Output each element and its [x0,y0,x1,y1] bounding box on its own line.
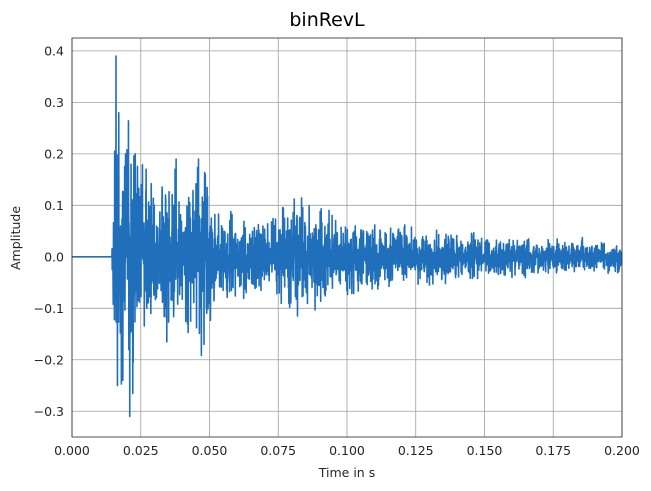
y-axis-ticks: −0.3 −0.2 −0.1 0.0 0.1 0.2 0.3 0.4 [34,43,64,418]
series-layer [72,55,622,418]
y-tick-label: 0.0 [44,249,64,264]
y-tick-label: −0.2 [34,352,64,367]
x-axis-label: Time in s [318,465,375,480]
plot-frame [71,37,623,438]
x-tick-label: 0.025 [123,443,159,458]
y-tick-label: −0.1 [34,301,64,316]
x-axis-ticks: 0.000 0.025 0.050 0.075 0.100 0.125 0.150 0.175… [54,443,640,458]
x-tick-label: 0.175 [535,443,571,458]
x-tick-label: 0.150 [467,443,503,458]
y-tick-label: −0.3 [34,404,64,419]
x-tick-label: 0.075 [260,443,296,458]
y-axis-label: Amplitude [8,206,23,270]
x-tick-label: 0.000 [54,443,90,458]
chart-title: binRevL [289,9,365,31]
y-tick-label: 0.1 [44,198,64,213]
x-tick-label: 0.050 [192,443,228,458]
x-tick-label: 0.100 [329,443,365,458]
x-tick-label: 0.200 [604,443,640,458]
series-line-binrevl [72,55,622,418]
y-tick-label: 0.4 [44,43,64,58]
plot-area [72,55,622,418]
y-tick-label: 0.3 [44,95,64,110]
x-tick-label: 0.125 [398,443,434,458]
y-tick-label: 0.2 [44,146,64,161]
